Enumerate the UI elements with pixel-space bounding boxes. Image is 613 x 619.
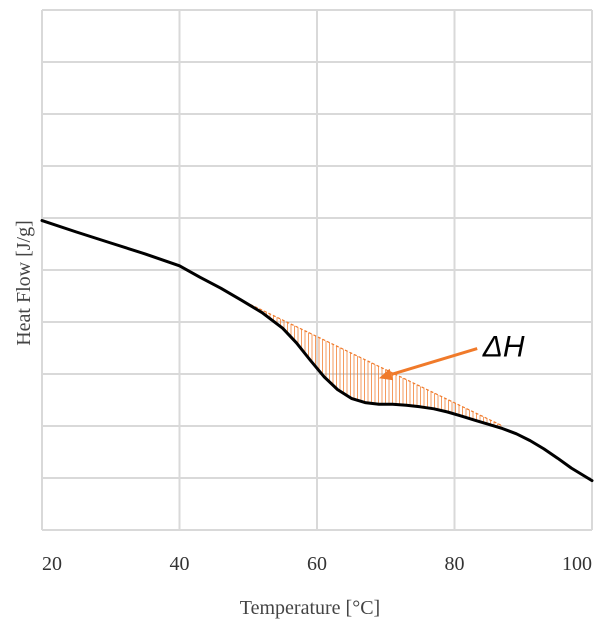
x-tick-label: 40 [170,553,190,575]
gridlines [41,9,593,531]
annotation-arrow [390,347,478,376]
x-tick-label: 60 [307,553,327,575]
enthalpy-baseline [241,299,503,427]
x-tick-label: 20 [42,553,62,575]
x-tick-label: 100 [562,553,592,575]
annotation-label-delta-h: ΔH [482,330,525,363]
x-tick-labels: 20 40 60 80 100 [42,553,592,575]
x-tick-label: 80 [445,553,465,575]
x-axis-title: Temperature [°C] [240,597,380,619]
y-axis-title: Heat Flow [J/g] [13,220,35,346]
delta-h-annotation: ΔH [378,330,525,381]
arrow-head-icon [378,368,394,381]
heat-flow-curve [40,219,594,483]
